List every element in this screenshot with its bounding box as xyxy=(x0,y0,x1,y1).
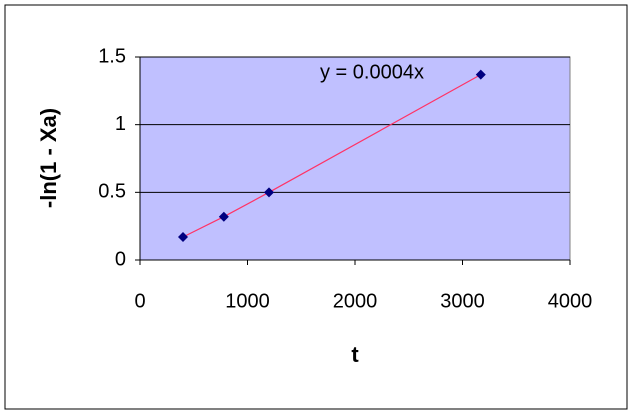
data-point xyxy=(264,187,274,198)
y-tick-label: 1.5 xyxy=(98,45,126,67)
x-tick-label: 0 xyxy=(134,290,145,312)
x-tick-label: 4000 xyxy=(548,290,593,312)
y-tick-label: 0.5 xyxy=(98,181,126,203)
x-tick-label: 1000 xyxy=(225,290,270,312)
y-axis-title: -ln(1 - Xa) xyxy=(36,108,61,208)
data-point xyxy=(178,231,188,242)
x-tick-label: 2000 xyxy=(333,290,378,312)
trend-line xyxy=(182,74,482,238)
data-point xyxy=(475,69,486,80)
data-point xyxy=(218,211,229,222)
y-tick-label: 0 xyxy=(115,248,126,270)
plot-area xyxy=(139,56,571,261)
y-tick-label: 1 xyxy=(115,113,126,135)
trendline-equation: y = 0.0004x xyxy=(320,61,424,83)
x-axis-title: t xyxy=(351,342,359,367)
x-tick-label: 3000 xyxy=(440,290,485,312)
